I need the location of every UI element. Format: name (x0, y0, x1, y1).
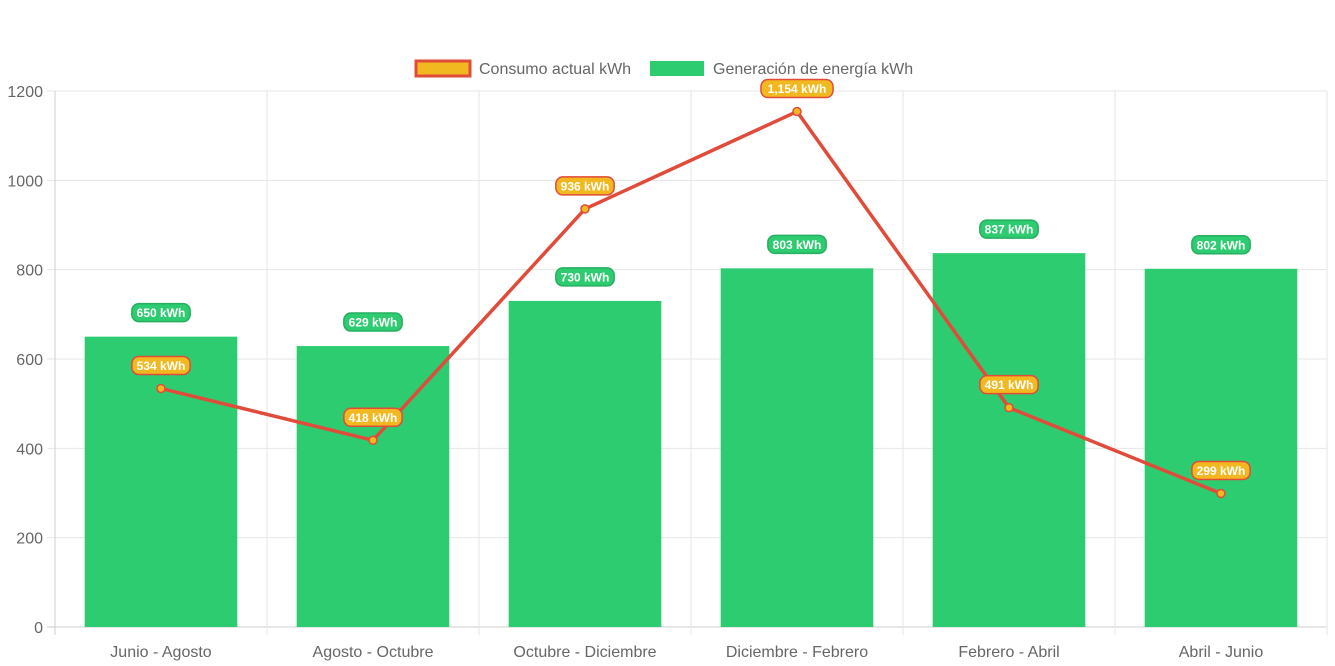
axes: 0 200 400 600 800 1000 1200 Junio - Agosto Agost… (7, 84, 1263, 661)
line-data-label: 418 kWh (343, 407, 403, 428)
bar-data-label-text: 629 kWh (349, 316, 398, 330)
bar (84, 336, 238, 627)
y-tick-label: 200 (16, 531, 43, 548)
line-point (580, 204, 590, 214)
legend-label-consumo: Consumo actual kWh (479, 61, 631, 78)
line-point (368, 435, 378, 446)
y-tick-label: 600 (16, 352, 43, 369)
x-tick-label: Junio - Agosto (110, 644, 212, 661)
y-tick-label: 1200 (7, 84, 43, 101)
bar-data-label-bg (1191, 235, 1251, 255)
bar (932, 253, 1086, 627)
line-data-label-text: 936 kWh (561, 179, 610, 193)
y-tick-label: 1000 (7, 173, 43, 190)
bar-data-label-bg (131, 302, 191, 323)
line-data-label-bg (131, 355, 191, 376)
legend[interactable]: Consumo actual kWh Generación de energía… (414, 59, 913, 78)
y-tick-label: 800 (16, 263, 43, 280)
line-data-label-text: 534 kWh (137, 359, 186, 373)
line-series (156, 106, 1226, 499)
line-data-label-bg (343, 407, 403, 428)
bar-data-label-text: 803 kWh (773, 238, 822, 252)
bar-data-label-text: 650 kWh (137, 306, 186, 320)
bar (508, 300, 662, 627)
bar-data-label: 803 kWh (767, 234, 827, 255)
bar-data-label-bg (979, 219, 1039, 239)
bar-data-label: 629 kWh (343, 312, 403, 332)
bar (720, 268, 874, 627)
legend-item-generacion[interactable]: Generación de energía kWh (650, 61, 913, 78)
x-tick-label: Diciembre - Febrero (726, 644, 868, 661)
line-point (1004, 402, 1014, 413)
y-tick-label: 400 (16, 441, 43, 458)
line-data-label-text: 418 kWh (349, 411, 398, 425)
bar (1144, 268, 1298, 627)
bar-data-label-text: 837 kWh (985, 223, 1034, 237)
data-labels: 650 kWh 629 kWh 730 kWh 803 kWh 837 kWh 802 k… (131, 78, 1251, 481)
bar-data-label: 802 kWh (1191, 235, 1251, 255)
bar-data-label-text: 802 kWh (1197, 238, 1246, 252)
line-point (792, 106, 802, 117)
x-tick-label: Abril - Junio (1179, 644, 1264, 661)
line-data-label-bg (555, 176, 615, 196)
line-point (156, 383, 166, 394)
bar-data-label-bg (343, 312, 403, 332)
line-data-label-bg (979, 374, 1039, 395)
line-data-label: 1,154 kWh (760, 78, 834, 99)
line-data-label: 534 kWh (131, 355, 191, 376)
bar-data-label: 730 kWh (555, 267, 615, 287)
legend-swatch-consumo (414, 59, 472, 78)
bar-data-label: 650 kWh (131, 302, 191, 323)
line-data-label-text: 1,154 kWh (768, 82, 827, 96)
bar-data-label: 837 kWh (979, 219, 1039, 239)
x-tick-label: Febrero - Abril (958, 644, 1059, 661)
bar-data-label-bg (767, 234, 827, 255)
bars (84, 253, 1298, 627)
x-tick-label: Octubre - Diciembre (513, 644, 656, 661)
line-consumo (160, 109, 1222, 496)
line-data-label-text: 491 kWh (985, 378, 1034, 392)
bar-data-label-text: 730 kWh (561, 270, 610, 284)
line-data-label-text: 299 kWh (1197, 464, 1246, 478)
legend-item-consumo[interactable]: Consumo actual kWh (414, 59, 631, 78)
line-data-label: 936 kWh (555, 176, 615, 196)
bar (296, 346, 450, 627)
line-data-label-bg (760, 78, 834, 99)
x-tick-label: Agosto - Octubre (313, 644, 434, 661)
line-point (1216, 488, 1226, 499)
bar-data-label-bg (555, 267, 615, 287)
legend-label-generacion: Generación de energía kWh (713, 61, 913, 78)
line-data-label: 299 kWh (1191, 460, 1251, 481)
grid (47, 90, 1328, 635)
legend-swatch-generacion (650, 61, 704, 76)
line-data-label-bg (1191, 460, 1251, 481)
line-data-label: 491 kWh (979, 374, 1039, 395)
y-tick-label: 0 (34, 620, 43, 637)
